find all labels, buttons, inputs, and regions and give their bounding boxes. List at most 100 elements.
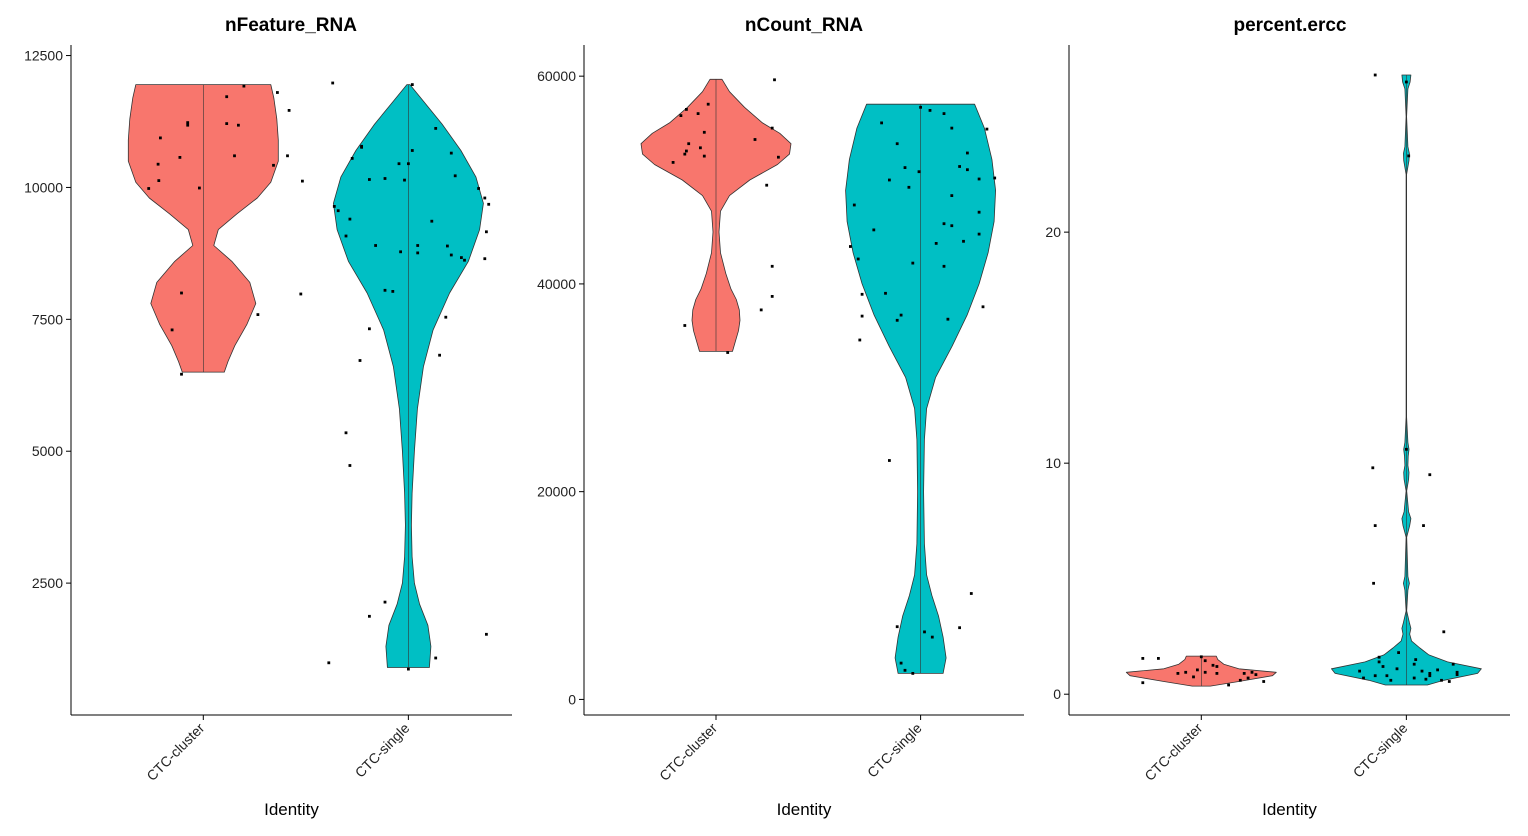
data-point (225, 122, 229, 125)
y-tick-label: 20000 (537, 484, 576, 500)
data-point (777, 155, 780, 159)
data-point (233, 154, 236, 158)
data-point (198, 186, 201, 190)
data-point (170, 328, 174, 332)
data-point (683, 152, 687, 156)
data-point (1184, 670, 1188, 674)
data-point (1412, 662, 1416, 666)
data-point (1451, 662, 1455, 666)
data-point (286, 154, 289, 158)
data-point (159, 136, 162, 140)
data-point (934, 242, 938, 245)
data-point (958, 165, 961, 168)
data-point (383, 177, 387, 180)
data-point (919, 105, 922, 109)
data-point (1381, 665, 1385, 668)
data-point (397, 162, 401, 166)
data-point (1192, 675, 1195, 679)
data-point (485, 230, 488, 234)
y-tick-label: 7500 (32, 311, 63, 327)
data-point (895, 625, 899, 629)
data-point (416, 251, 420, 255)
data-point (1420, 669, 1424, 673)
data-point (888, 178, 891, 182)
data-point (966, 168, 969, 172)
data-point (1424, 677, 1428, 681)
data-point (460, 256, 463, 259)
data-point (1373, 524, 1377, 527)
data-point (687, 142, 691, 146)
data-point (1422, 524, 1425, 527)
data-point (1362, 676, 1365, 680)
data-point (1442, 630, 1446, 634)
data-point (1455, 673, 1459, 676)
data-point (272, 163, 275, 167)
data-point (1412, 676, 1416, 680)
data-point (1196, 668, 1199, 672)
data-point (483, 257, 487, 261)
data-point (1227, 683, 1230, 687)
data-point (487, 202, 491, 206)
data-point (773, 78, 776, 82)
data-point (1238, 678, 1242, 682)
data-point (1372, 581, 1375, 585)
data-point (1405, 447, 1408, 451)
data-point (186, 121, 190, 124)
data-point (463, 258, 466, 262)
data-point (907, 185, 911, 189)
data-point (407, 667, 410, 671)
data-point (485, 632, 488, 636)
data-point (1397, 651, 1400, 654)
data-point (977, 232, 981, 236)
data-point (483, 196, 487, 200)
data-point (410, 83, 414, 86)
y-tick-label: 5000 (32, 443, 63, 459)
data-point (1203, 659, 1207, 663)
data-point (237, 123, 240, 127)
data-point (186, 123, 190, 127)
data-point (407, 162, 410, 166)
data-point (287, 109, 291, 112)
data-point (1176, 672, 1180, 675)
data-point (1203, 670, 1207, 674)
data-point (446, 244, 449, 248)
y-tick-label: 40000 (537, 276, 576, 292)
data-point (1447, 680, 1451, 683)
data-point (1428, 674, 1432, 678)
data-point (923, 630, 926, 634)
panel-3: percent.ercc 0 10 20 CTC-cluster CTC-single Id… (1045, 15, 1510, 819)
data-point (438, 353, 441, 357)
x-tick-label: CTC-cluster (656, 720, 720, 784)
data-point (911, 261, 915, 265)
data-point (950, 224, 954, 228)
panel-title: nFeature_RNA (225, 15, 357, 36)
data-point (1358, 669, 1361, 673)
data-point (1428, 473, 1432, 477)
data-point (985, 127, 989, 131)
data-point (946, 317, 950, 321)
data-point (696, 112, 700, 115)
data-point (434, 127, 438, 130)
data-point (1436, 668, 1439, 672)
data-point (180, 372, 183, 376)
y-tick-label: 60000 (537, 68, 576, 84)
data-point (344, 234, 348, 238)
data-point (765, 183, 769, 187)
data-point (1199, 655, 1203, 659)
panel-1: nFeature_RNA 2500 5000 7500 10000 12500 CTC-cl… (24, 15, 512, 819)
data-point (903, 166, 907, 169)
data-point (1405, 80, 1408, 84)
data-point (860, 314, 864, 318)
data-point (858, 338, 862, 342)
data-point (430, 219, 434, 223)
data-point (942, 112, 946, 115)
data-point (336, 209, 340, 213)
data-point (276, 91, 279, 94)
data-point (403, 178, 406, 182)
data-point (852, 203, 856, 207)
data-point (899, 313, 903, 317)
data-point (1407, 154, 1411, 158)
y-tick-label: 0 (1053, 686, 1061, 702)
data-point (331, 81, 335, 85)
y-tick-label: 0 (568, 691, 576, 707)
